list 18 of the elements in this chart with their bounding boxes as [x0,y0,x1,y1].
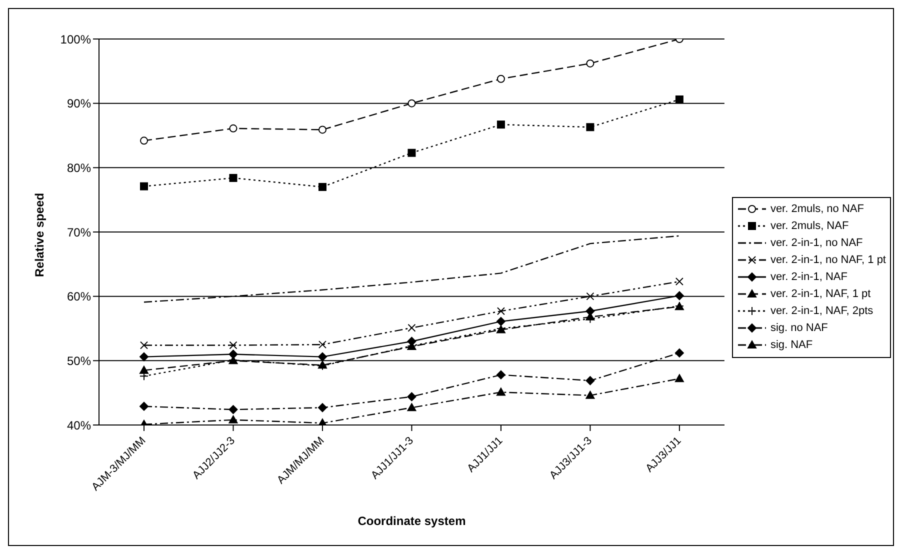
y-tick-label: 80% [66,160,92,175]
y-tick-label: 50% [66,354,92,368]
y-tick-label: 60% [66,290,92,304]
y-axis-title: Relative speed [32,192,46,277]
legend-label: sig. no NAF [770,322,828,334]
legend-label: ver. 2-in-1, NAF, 1 pt [770,288,871,300]
y-tick-label: 40% [66,418,92,432]
legend-label: sig. NAF [770,339,813,351]
legend-label: ver. 2-in-1, NAF [770,271,848,283]
y-tick-label: 100% [60,32,92,46]
y-tick-label: 90% [66,96,92,111]
legend-label: ver. 2muls, NAF [770,220,849,232]
legend-label: ver. 2-in-1, NAF, 2pts [770,305,874,317]
legend-label: ver. 2-in-1, no NAF, 1 pt [770,254,886,266]
x-axis-title: Coordinate system [358,514,466,528]
legend-label: ver. 2muls, no NAF [770,203,864,215]
legend-label: ver. 2-in-1, no NAF [770,237,863,249]
y-tick-label: 70% [66,225,92,240]
